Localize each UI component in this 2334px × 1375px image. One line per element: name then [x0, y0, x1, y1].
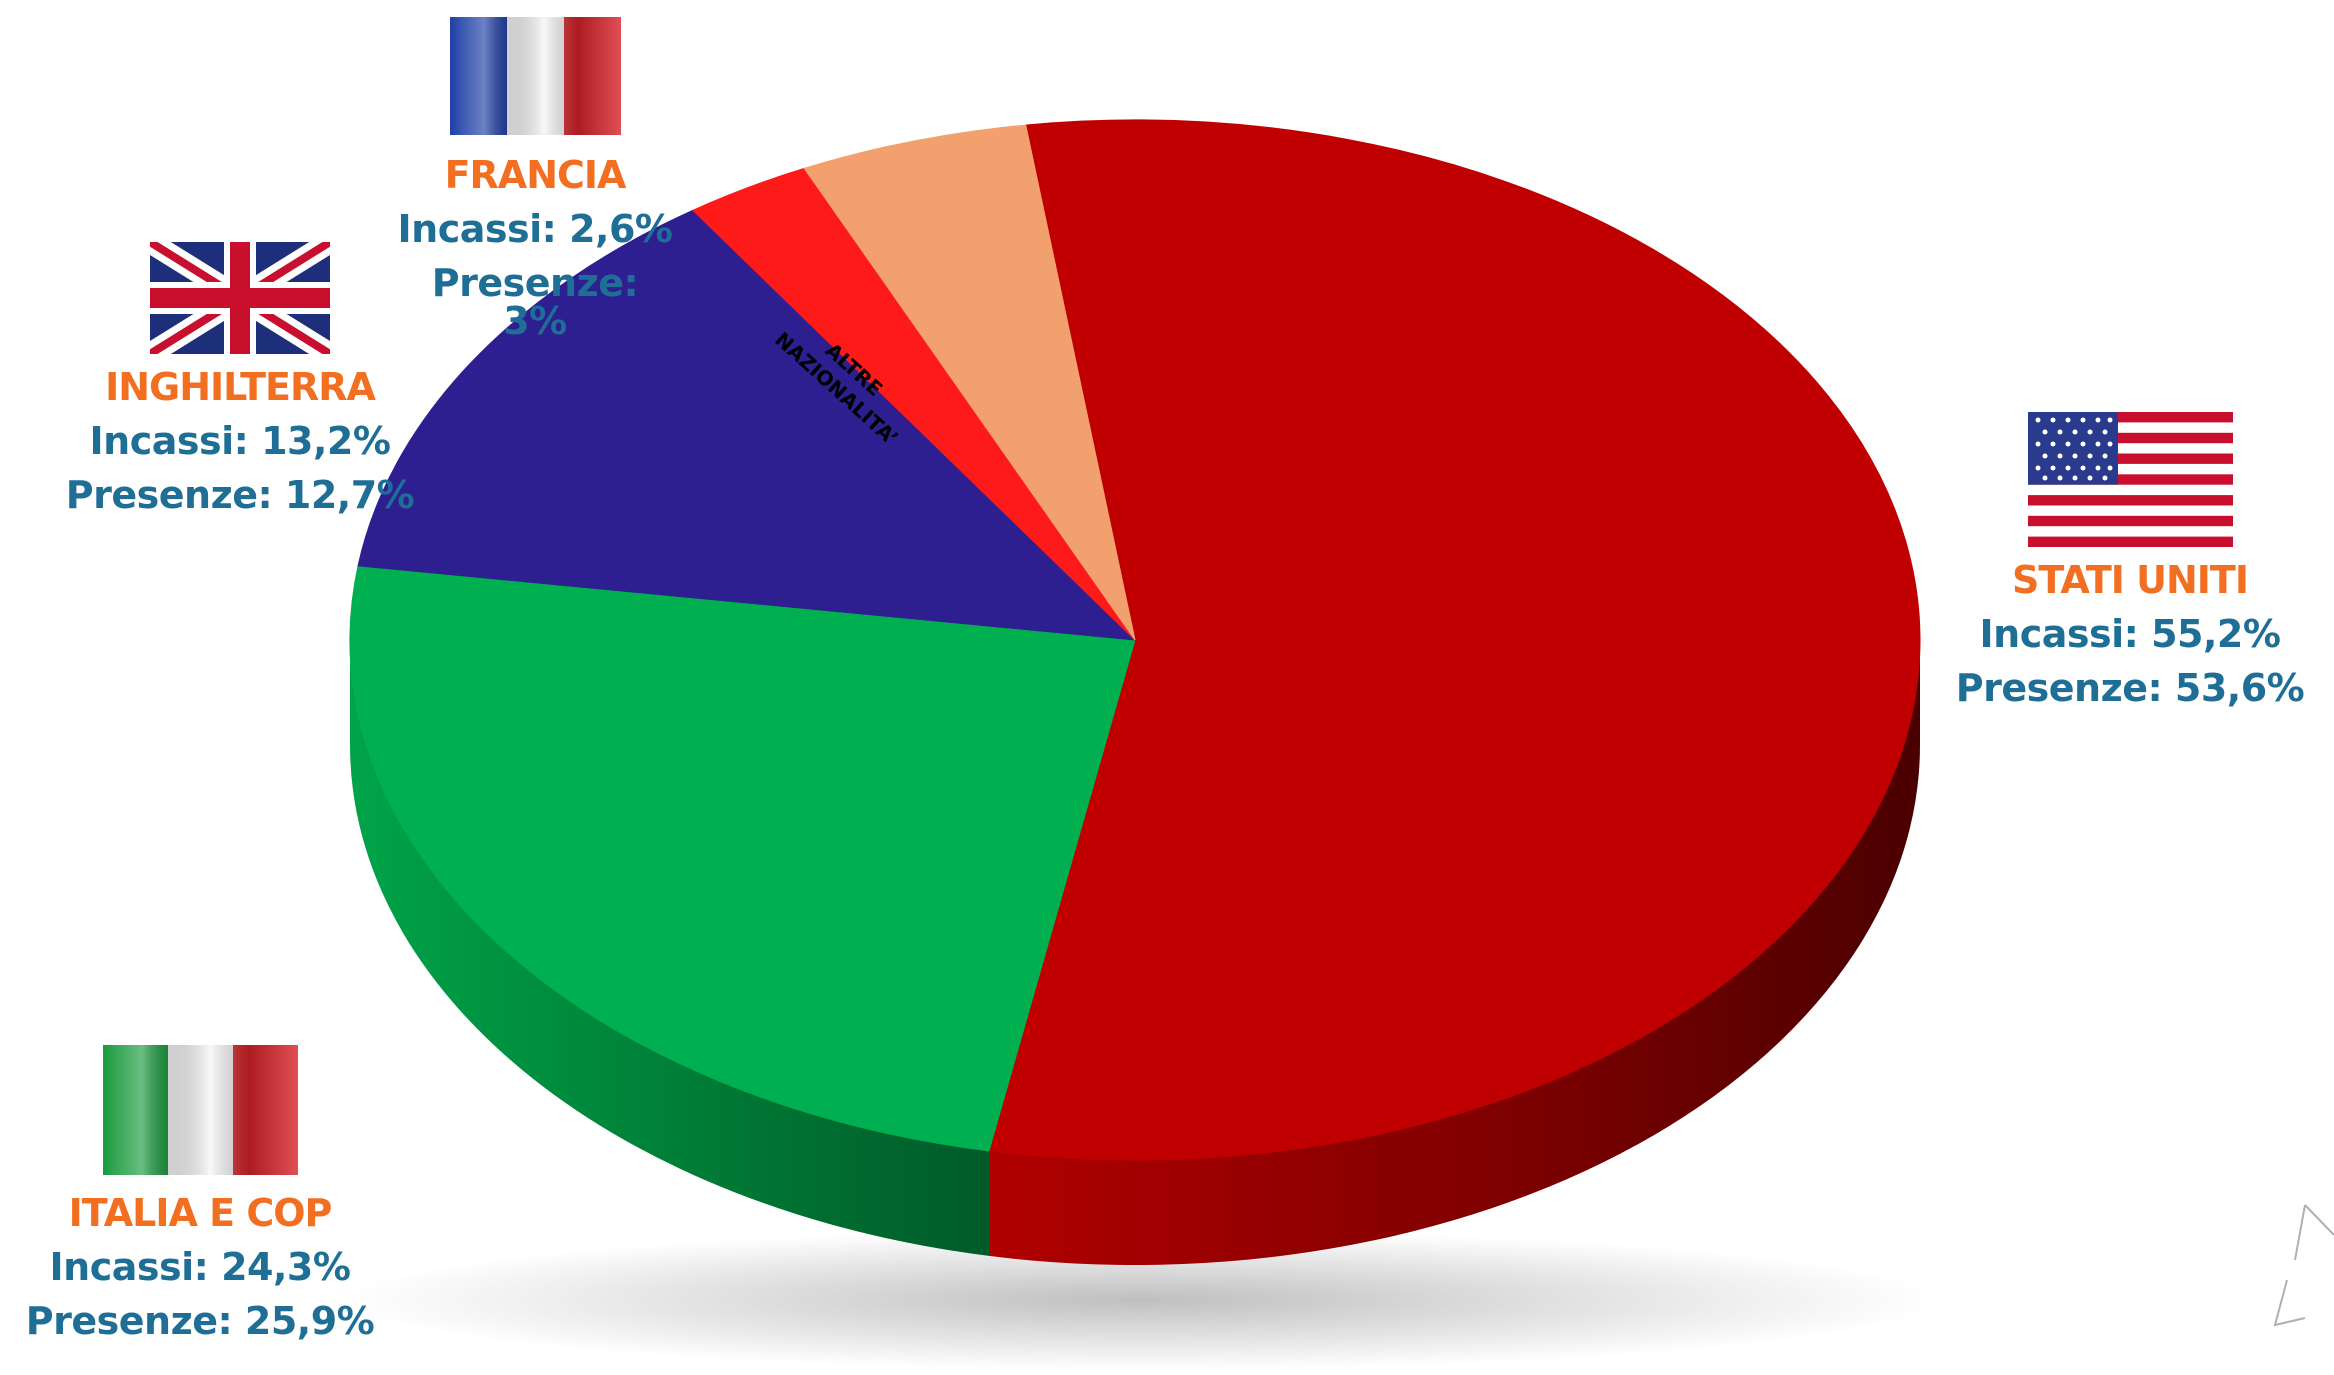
label-italia: ITALIA E COP Incassi: 24,3% Presenze: 25…	[15, 1040, 385, 1356]
label-francia-incassi: Incassi: 2,6%	[397, 207, 673, 251]
label-stati-uniti-presenze: Presenze: 53,6%	[1955, 666, 2305, 710]
label-inghilterra-incassi: Incassi: 13,2%	[89, 419, 391, 463]
label-stati-uniti-name: STATI UNITI	[2012, 558, 2249, 602]
pie-top	[349, 119, 1921, 1161]
pie-shadow	[340, 1230, 1940, 1370]
pie-slice-altre	[803, 124, 1136, 641]
pie-sides	[350, 640, 1920, 1265]
pie-slice-inghilterra	[357, 209, 1137, 641]
pie-slice-usa	[988, 119, 1921, 1161]
label-italia-name: ITALIA E COP	[68, 1191, 333, 1235]
pie-side-usa	[988, 640, 1920, 1265]
label-francia: FRANCIA Incassi: 2,6% Presenze: 3%	[395, 12, 675, 356]
label-francia-presenze: Presenze: 3%	[431, 261, 639, 343]
label-italia-presenze: Presenze: 25,9%	[25, 1299, 375, 1343]
label-italia-incassi: Incassi: 24,3%	[49, 1245, 351, 1289]
france-flag-icon	[450, 17, 621, 135]
uk-flag-icon	[150, 242, 330, 354]
label-inghilterra-presenze: Presenze: 12,7%	[65, 473, 415, 517]
label-inghilterra-name: INGHILTERRA	[105, 365, 376, 409]
label-francia-name: FRANCIA	[444, 153, 627, 197]
pie-slice-italia	[349, 565, 1136, 1152]
usa-flag-icon	[2027, 412, 2233, 547]
label-stati-uniti-incassi: Incassi: 55,2%	[1979, 612, 2281, 656]
label-stati-uniti: STATI UNITI Incassi: 55,2% Presenze: 53,…	[1940, 412, 2320, 723]
italy-flag-icon	[102, 1045, 298, 1175]
label-inghilterra: INGHILTERRA Incassi: 13,2% Presenze: 12,…	[60, 242, 420, 530]
corner-decoration-icon	[2273, 1204, 2334, 1327]
pie-side-italia	[350, 640, 989, 1256]
